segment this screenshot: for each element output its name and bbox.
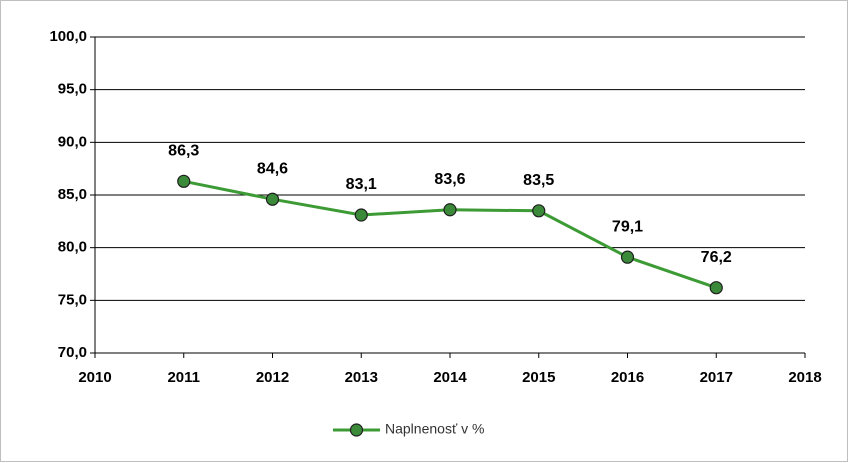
x-tick-label: 2017 xyxy=(700,369,733,386)
x-tick-label: 2011 xyxy=(167,369,200,386)
data-label: 86,3 xyxy=(168,143,199,160)
x-tick-label: 2012 xyxy=(256,369,289,386)
point xyxy=(620,250,635,264)
x-tick-label: 2010 xyxy=(78,369,111,386)
y-tick-label: 80,0 xyxy=(58,239,87,256)
data-label: 84,6 xyxy=(257,160,288,177)
data-label: 79,1 xyxy=(612,218,643,235)
point xyxy=(443,203,457,217)
y-tick-label: 100,0 xyxy=(49,28,87,45)
y-tick-label: 70,0 xyxy=(58,344,87,361)
point xyxy=(354,208,368,222)
legend-label: Naplnenosť v % xyxy=(385,421,484,437)
point xyxy=(265,192,280,206)
point xyxy=(532,204,546,218)
y-tick-label: 95,0 xyxy=(58,81,87,98)
data-label: 83,5 xyxy=(523,172,554,189)
x-tick-label: 2016 xyxy=(611,369,644,386)
point xyxy=(177,174,191,188)
data-label: 76,2 xyxy=(701,249,732,266)
y-tick-label: 85,0 xyxy=(58,186,87,203)
x-tick-label: 2013 xyxy=(345,369,378,386)
y-tick-label: 75,0 xyxy=(58,291,87,308)
y-tick-label: 90,0 xyxy=(58,133,87,150)
x-tick-label: 2014 xyxy=(433,369,467,386)
point xyxy=(709,281,723,295)
legend-marker xyxy=(349,423,364,437)
data-label: 83,1 xyxy=(346,176,377,193)
x-tick-label: 2015 xyxy=(522,369,555,386)
data-label: 83,6 xyxy=(434,171,465,188)
x-tick-label: 2018 xyxy=(788,369,821,386)
